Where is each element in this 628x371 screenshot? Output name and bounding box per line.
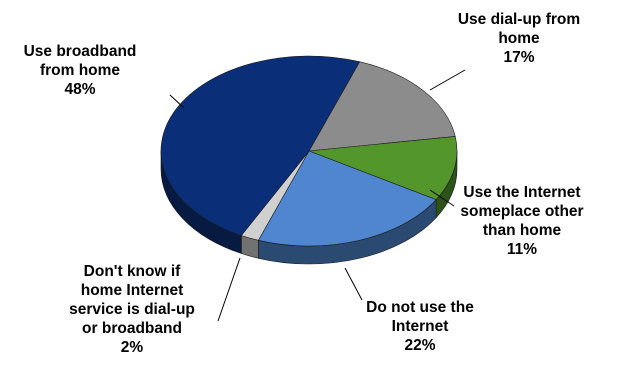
leader-broadband (169, 94, 185, 109)
pie-slice-2 (308, 136, 458, 200)
pie-label-1: Use dial-up from home 17% (458, 11, 580, 66)
leader-dial-up (429, 69, 466, 91)
leader-other-place (429, 189, 455, 207)
pie-label-0: Use broadband from home 48% (24, 43, 137, 98)
leader-dont-know (217, 257, 241, 322)
pie-label-2: Use the Internet someplace other than home… (460, 184, 583, 258)
pie-label-3: Do not use the Internet 22% (366, 299, 474, 354)
pie-slice-0 (160, 55, 361, 236)
pie-slice-1 (308, 61, 456, 152)
pie-label-4: Don't know if home Internet service is dia… (69, 263, 195, 356)
pie-slice-3 (257, 150, 437, 247)
leader-no-internet (344, 267, 363, 301)
